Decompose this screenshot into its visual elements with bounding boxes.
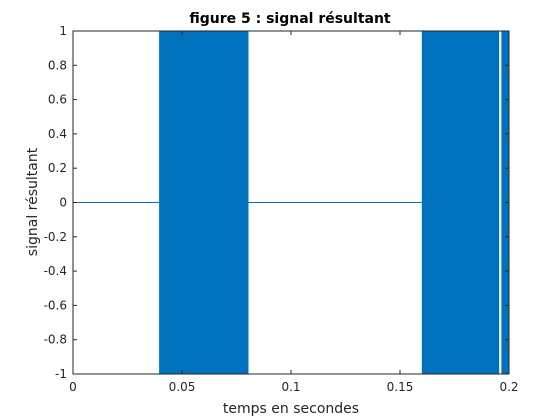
signal-oscillation-burst [421, 31, 500, 374]
x-tick-label: 0.2 [499, 380, 518, 394]
x-axis-label: temps en secondes [223, 401, 359, 417]
signal-oscillation-burst [159, 31, 249, 374]
y-tick-label: -0.4 [44, 264, 67, 278]
y-tick-label: 1 [59, 24, 67, 38]
x-tick-label: 0.1 [281, 380, 300, 394]
x-tick-label: 0.15 [387, 380, 414, 394]
chart-title: figure 5 : signal résultant [189, 11, 391, 27]
y-tick-label: 0.8 [48, 58, 67, 72]
y-axis-ticks: -1 -0.8 -0.6 -0.4 -0.2 0 0.2 0.4 0.6 0.8 1 [44, 24, 509, 381]
x-tick-label: 0 [69, 380, 77, 394]
y-tick-label: -0.6 [44, 298, 67, 312]
x-axis-ticks: 0 0.05 0.1 0.15 0.2 [69, 31, 519, 394]
y-tick-label: -0.8 [44, 333, 67, 347]
axes-box [72, 30, 510, 375]
y-tick-label: 0.6 [48, 93, 67, 107]
y-axis-label: signal résultant [25, 147, 41, 256]
y-tick-label: -0.2 [44, 230, 67, 244]
y-tick-label: 0 [59, 196, 67, 210]
y-tick-label: -1 [55, 367, 67, 381]
signal-series [73, 31, 509, 374]
plot-area: -1 -0.8 -0.6 -0.4 -0.2 0 0.2 0.4 0.6 0.8 1 0 0.05 0.… [44, 24, 519, 394]
x-tick-label: 0.05 [169, 380, 196, 394]
y-tick-label: 0.4 [48, 127, 67, 141]
y-tick-label: 0.2 [48, 161, 67, 175]
